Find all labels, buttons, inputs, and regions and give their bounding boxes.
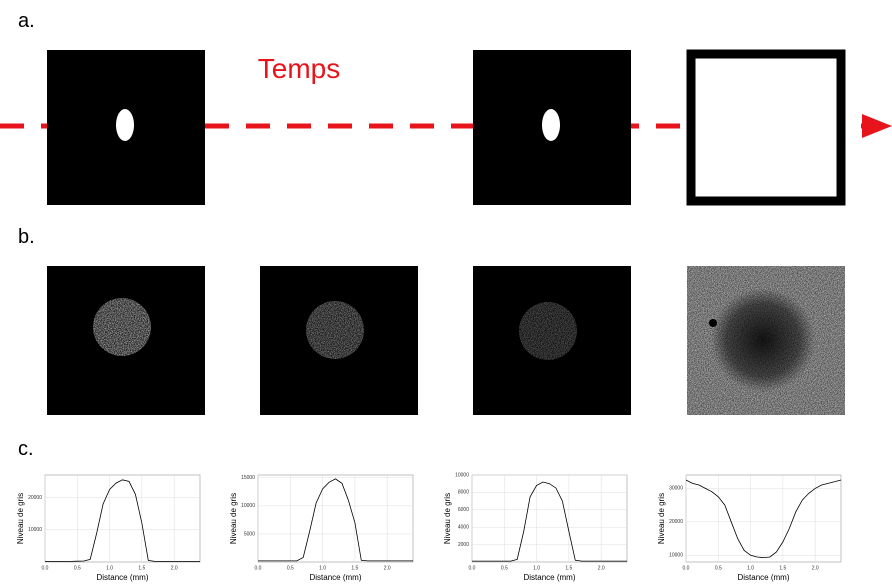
x-tick-label: 1.0: [319, 565, 326, 571]
spot: [542, 109, 560, 141]
photo-spot: [306, 301, 364, 359]
photo-spot: [93, 298, 151, 356]
y-tick-label: 10000: [241, 503, 255, 509]
y-tick-label: 10000: [455, 472, 469, 478]
mask-image: [686, 49, 846, 206]
photo-spot: [711, 288, 815, 392]
y-axis-label: Niveau de gris: [657, 493, 666, 544]
photo-dot: [709, 319, 717, 327]
panel-label: c.: [18, 438, 34, 460]
x-tick-label: 2.0: [171, 565, 178, 571]
x-tick-label: 2.0: [384, 565, 391, 571]
x-tick-label: 1.5: [779, 565, 786, 571]
y-tick-label: 20000: [28, 495, 42, 501]
plot-area: [471, 474, 628, 563]
x-tick-label: 1.0: [533, 565, 540, 571]
y-tick-label: 6000: [458, 507, 469, 513]
x-tick-label: 1.5: [351, 565, 358, 571]
x-axis-label: Distance (mm): [96, 573, 148, 582]
x-tick-label: 0.0: [469, 565, 476, 571]
x-axis-label: Distance (mm): [737, 573, 789, 582]
arrow-head: [862, 114, 892, 138]
x-tick-label: 0.5: [715, 565, 722, 571]
y-tick-label: 20000: [669, 519, 683, 525]
x-tick-label: 0.0: [42, 565, 49, 571]
plot-area: [685, 474, 842, 563]
plot-area: [44, 474, 201, 563]
y-tick-label: 2000: [458, 542, 469, 548]
x-tick-label: 0.0: [255, 565, 262, 571]
annotation: Temps: [258, 53, 340, 84]
x-axis-label: Distance (mm): [523, 573, 575, 582]
x-tick-label: 1.0: [106, 565, 113, 571]
y-tick-label: 10000: [28, 527, 42, 533]
y-tick-label: 15000: [241, 475, 255, 481]
panel-label: b.: [18, 226, 35, 248]
x-tick-label: 2.0: [598, 565, 605, 571]
x-tick-label: 1.0: [747, 565, 754, 571]
photo-spot: [519, 302, 577, 360]
panel-label: a.: [18, 10, 35, 32]
x-tick-label: 0.0: [683, 565, 690, 571]
x-tick-label: 2.0: [812, 565, 819, 571]
y-tick-label: 4000: [458, 525, 469, 531]
data-line: [472, 481, 627, 562]
y-axis-label: Niveau de gris: [229, 493, 238, 544]
x-axis-label: Distance (mm): [309, 573, 361, 582]
x-tick-label: 0.5: [501, 565, 508, 571]
x-tick-label: 1.5: [138, 565, 145, 571]
plot-area: [257, 474, 414, 563]
y-tick-label: 30000: [669, 486, 683, 492]
data-line: [258, 478, 413, 562]
spot: [116, 109, 134, 141]
x-tick-label: 0.5: [74, 565, 81, 571]
x-tick-label: 1.5: [565, 565, 572, 571]
y-tick-label: 5000: [244, 531, 255, 537]
y-axis-label: Niveau de gris: [443, 493, 452, 544]
y-tick-label: 8000: [458, 490, 469, 496]
y-axis-label: Niveau de gris: [16, 493, 25, 544]
data-line: [45, 479, 200, 562]
y-tick-label: 10000: [669, 553, 683, 559]
x-tick-label: 0.5: [287, 565, 294, 571]
data-line: [685, 479, 842, 559]
